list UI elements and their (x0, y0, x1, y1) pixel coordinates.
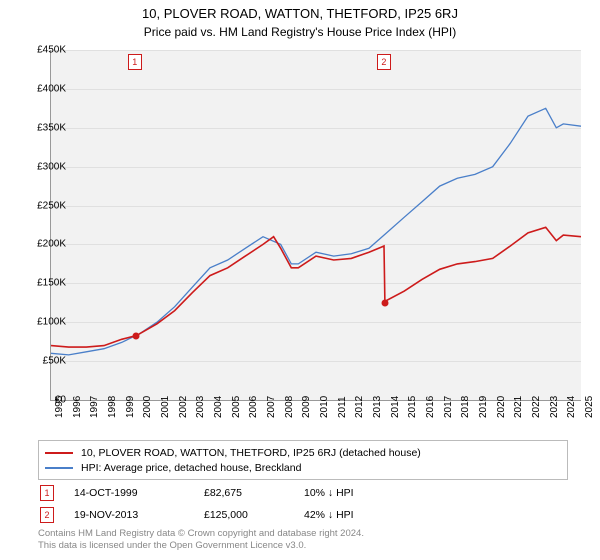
series-property (51, 227, 581, 347)
event-delta: 42% ↓ HPI (304, 509, 424, 521)
event-row-marker: 1 (40, 485, 54, 501)
legend-item: 10, PLOVER ROAD, WATTON, THETFORD, IP25 … (45, 445, 561, 460)
event-row: 1 14-OCT-1999£82,67510% ↓ HPI (38, 482, 568, 504)
event-price: £82,675 (204, 487, 304, 499)
footer-line1: Contains HM Land Registry data © Crown c… (38, 528, 364, 540)
events-table: 1 14-OCT-1999£82,67510% ↓ HPI 2 19-NOV-2013… (38, 482, 568, 526)
event-date: 14-OCT-1999 (74, 487, 204, 499)
plot-area (50, 50, 581, 401)
event-point-icon (381, 299, 388, 306)
event-row: 2 19-NOV-2013£125,00042% ↓ HPI (38, 504, 568, 526)
chart-container: 10, PLOVER ROAD, WATTON, THETFORD, IP25 … (0, 0, 600, 560)
line-layer (51, 50, 581, 400)
event-row-marker: 2 (40, 507, 54, 523)
series-hpi (51, 108, 581, 355)
event-price: £125,000 (204, 509, 304, 521)
footer-line2: This data is licensed under the Open Gov… (38, 540, 364, 552)
legend-item: HPI: Average price, detached house, Brec… (45, 460, 561, 475)
legend: 10, PLOVER ROAD, WATTON, THETFORD, IP25 … (38, 440, 568, 480)
event-marker-label: 1 (128, 54, 142, 70)
legend-swatch-icon (45, 452, 73, 454)
legend-swatch-icon (45, 467, 73, 469)
event-date: 19-NOV-2013 (74, 509, 204, 521)
event-marker-label: 2 (377, 54, 391, 70)
x-axis-tick: 2025 (584, 396, 595, 418)
legend-label: HPI: Average price, detached house, Brec… (81, 462, 301, 474)
chart-title: 10, PLOVER ROAD, WATTON, THETFORD, IP25 … (0, 0, 600, 21)
event-point-icon (132, 332, 139, 339)
event-delta: 10% ↓ HPI (304, 487, 424, 499)
footer-attribution: Contains HM Land Registry data © Crown c… (38, 528, 364, 553)
legend-label: 10, PLOVER ROAD, WATTON, THETFORD, IP25 … (81, 447, 421, 459)
chart-subtitle: Price paid vs. HM Land Registry's House … (0, 21, 600, 39)
